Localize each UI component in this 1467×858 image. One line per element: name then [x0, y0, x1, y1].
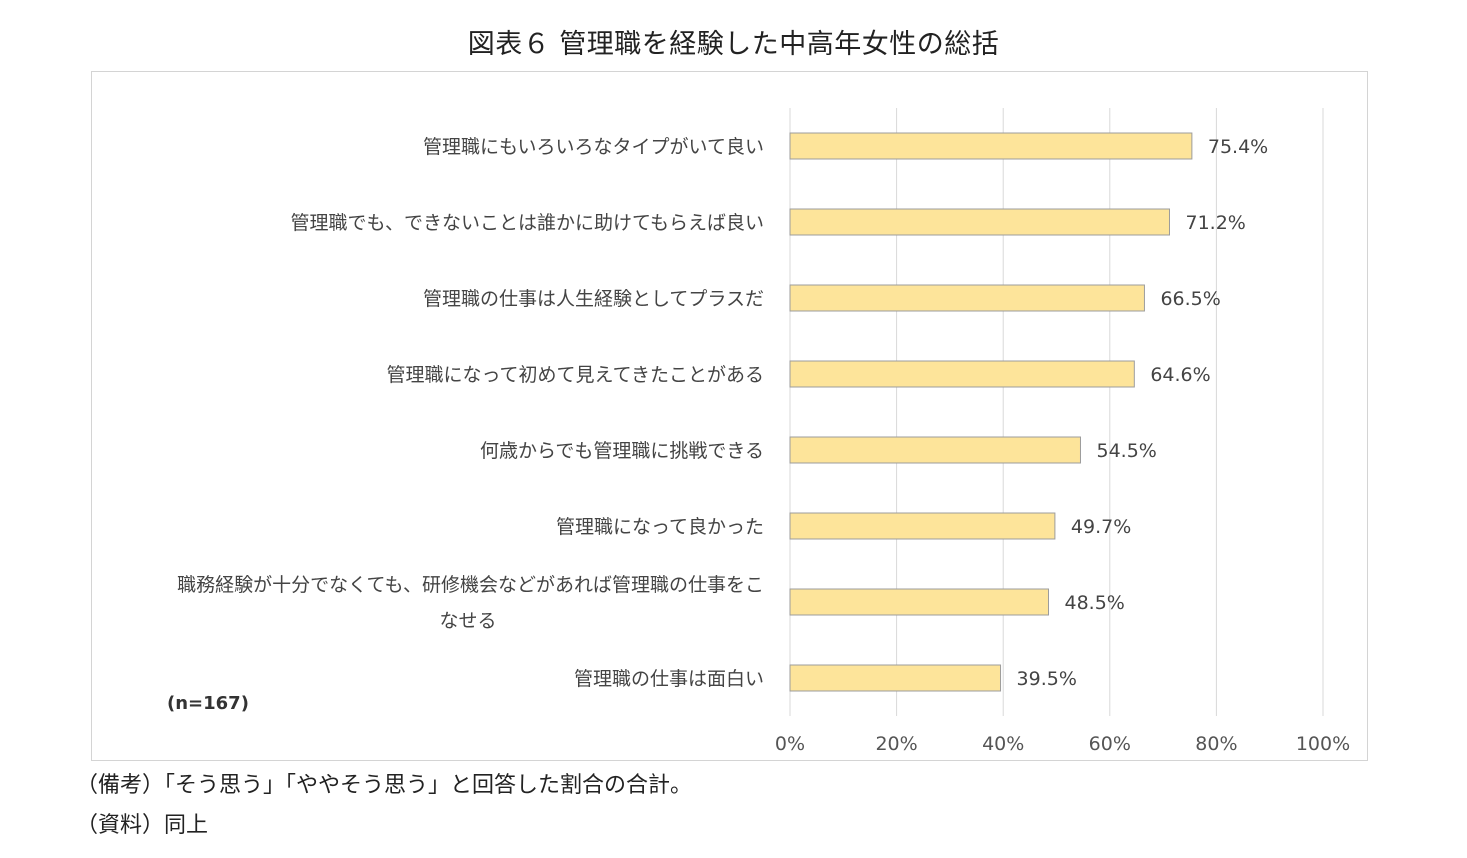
bar-5: [789, 512, 1056, 540]
bar-7: [789, 664, 1002, 692]
value-label-3: 64.6%: [1150, 364, 1210, 386]
value-label-2: 66.5%: [1160, 288, 1220, 310]
value-label-1: 71.2%: [1185, 212, 1245, 234]
bar-6: [789, 588, 1050, 616]
chart-frame: [91, 71, 1368, 761]
category-label-3: 管理職になって初めて見えてきたことがある: [386, 364, 764, 386]
value-label-5: 49.7%: [1071, 516, 1131, 538]
value-label-6: 48.5%: [1065, 592, 1125, 614]
bar-1: [789, 208, 1170, 236]
category-label-0: 管理職にもいろいろなタイプがいて良い: [423, 136, 764, 158]
x-tick-label-80: 80%: [1195, 733, 1237, 755]
x-tick-label-60: 60%: [1089, 733, 1131, 755]
value-label-0: 75.4%: [1208, 136, 1268, 158]
value-label-4: 54.5%: [1096, 440, 1156, 462]
x-tick-label-20: 20%: [875, 733, 917, 755]
category-label-4: 何歳からでも管理職に挑戦できる: [480, 440, 764, 462]
chart-title: 図表６ 管理職を経験した中高年女性の総括: [467, 29, 1000, 60]
x-tick-label-100: 100%: [1296, 733, 1350, 755]
value-label-7: 39.5%: [1017, 668, 1077, 690]
category-label-6-line-1: 職務経験が十分でなくても、研修機会などがあれば管理職の仕事をこ: [177, 574, 764, 596]
bar-2: [789, 284, 1145, 312]
x-tick-label-40: 40%: [982, 733, 1024, 755]
bar-0: [789, 132, 1193, 160]
bar-4: [789, 436, 1081, 464]
source-note: （資料）同上: [76, 813, 209, 838]
category-label-6-line-2: なせる: [439, 610, 496, 632]
category-label-2: 管理職の仕事は人生経験としてプラスだ: [423, 288, 764, 310]
category-label-7: 管理職の仕事は面白い: [574, 668, 764, 690]
bar-3: [789, 360, 1135, 388]
remarks-note: （備考）「そう思う」「ややそう思う」と回答した割合の合計。: [76, 773, 693, 798]
x-tick-label-0: 0%: [775, 733, 805, 755]
category-label-5: 管理職になって良かった: [556, 516, 764, 538]
category-label-1: 管理職でも、できないことは誰かに助けてもらえば良い: [291, 212, 764, 234]
sample-size-label: (n=167): [167, 693, 249, 714]
